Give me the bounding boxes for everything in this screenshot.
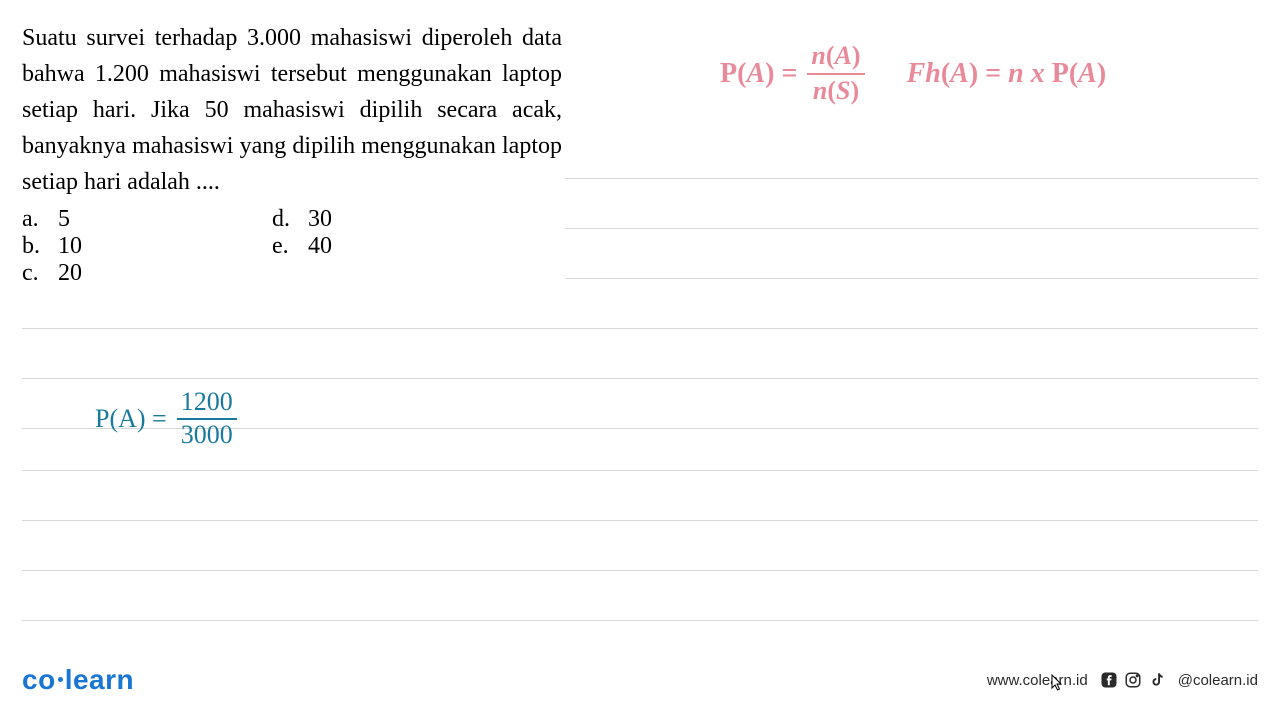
rule-line xyxy=(22,328,1258,329)
formula-fraction: n(A) n(S) xyxy=(805,42,866,105)
options-list: a. 5 d. 30 b. 10 e. 40 c. 20 xyxy=(22,206,1258,287)
option-e: e. 40 xyxy=(272,233,522,260)
option-value: 20 xyxy=(58,260,82,286)
facebook-icon xyxy=(1100,671,1118,689)
option-value: 40 xyxy=(308,233,332,259)
handwriting-fraction: 1200 3000 xyxy=(177,388,237,449)
option-label: b. xyxy=(22,233,52,260)
formula-expected-freq: Fh(A) = n x P(A) xyxy=(907,58,1107,90)
handwriting-numerator: 1200 xyxy=(177,388,237,418)
option-b: b. 10 xyxy=(22,233,272,260)
footer-right: www.colearn.id @colearn.id xyxy=(987,671,1258,689)
rule-line xyxy=(22,570,1258,571)
brand-dot-icon xyxy=(58,677,63,682)
rule-line xyxy=(22,620,1258,621)
handwritten-work: P(A) = 1200 3000 xyxy=(95,388,237,449)
rule-line xyxy=(22,378,1258,379)
tiktok-icon xyxy=(1148,671,1166,689)
option-value: 5 xyxy=(58,206,70,232)
instagram-icon xyxy=(1124,671,1142,689)
question-text: Suatu survei terhadap 3.000 mahasiswi di… xyxy=(22,20,562,200)
social-handle: @colearn.id xyxy=(1178,672,1258,689)
brand-left: co xyxy=(22,664,56,695)
brand-logo: colearn xyxy=(22,664,134,696)
option-d: d. 30 xyxy=(272,206,522,233)
handwriting-denominator: 3000 xyxy=(177,418,237,450)
rule-line xyxy=(22,470,1258,471)
formula-area: P(A) = n(A) n(S) Fh(A) = n x P(A) xyxy=(720,42,1106,105)
handwriting-lhs: P(A) = xyxy=(95,404,167,434)
option-a: a. 5 xyxy=(22,206,272,233)
rule-line xyxy=(565,178,1258,179)
formula-probability: P(A) = n(A) n(S) xyxy=(720,42,867,105)
rule-line xyxy=(565,278,1258,279)
option-label: a. xyxy=(22,206,52,233)
brand-right: learn xyxy=(65,664,134,695)
website-url: www.colearn.id xyxy=(987,672,1088,689)
option-label: e. xyxy=(272,233,302,260)
rule-line xyxy=(22,520,1258,521)
cursor-icon xyxy=(1051,674,1065,692)
option-c: c. 20 xyxy=(22,260,272,287)
formula-numerator: n(A) xyxy=(805,42,866,73)
rule-line xyxy=(565,228,1258,229)
formula-denominator: n(S) xyxy=(807,73,865,106)
option-value: 30 xyxy=(308,206,332,232)
formula-lhs: P(A) = xyxy=(720,58,797,90)
option-value: 10 xyxy=(58,233,82,259)
option-label: c. xyxy=(22,260,52,287)
option-label: d. xyxy=(272,206,302,233)
footer-bar: colearn www.colearn.id @colearn.id xyxy=(22,664,1258,696)
social-icons xyxy=(1100,671,1166,689)
